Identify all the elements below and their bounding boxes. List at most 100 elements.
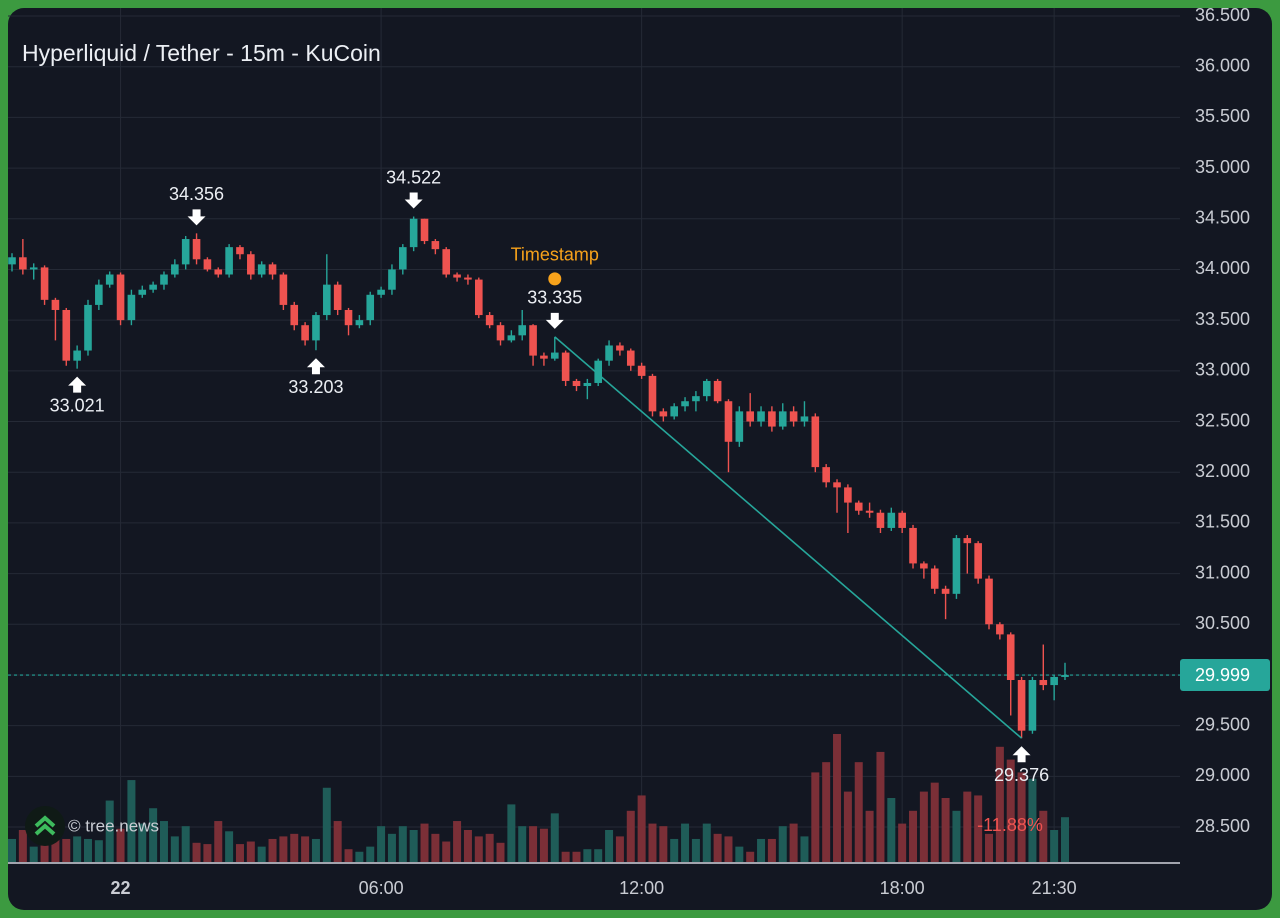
volume-bar — [453, 821, 462, 862]
candle-body — [540, 355, 548, 359]
volume-bar — [40, 836, 49, 862]
candle-body — [844, 487, 852, 503]
candle-body — [409, 218, 418, 248]
volume-bar — [355, 851, 364, 862]
volume-bar — [605, 830, 614, 862]
volume-bar — [62, 838, 71, 862]
candle-body — [485, 315, 494, 326]
watermark-text: © tree.news — [68, 816, 159, 835]
candle-body — [518, 325, 527, 336]
volume-bar — [778, 826, 787, 862]
volume-bar — [18, 830, 27, 862]
timestamp-label: Timestamp — [511, 245, 599, 265]
candle-body — [605, 345, 613, 361]
candle-body — [854, 502, 863, 511]
y-tick-label: 29.500 — [1195, 714, 1250, 734]
candle-body — [19, 257, 27, 270]
candle-body — [963, 538, 972, 544]
marker-label: 33.203 — [288, 377, 343, 397]
candle-body — [95, 284, 103, 305]
volume-bar — [192, 842, 201, 862]
volume-bar — [442, 841, 451, 862]
volume-bar — [995, 746, 1004, 862]
volume-bar — [83, 838, 92, 862]
candle-body — [702, 380, 711, 397]
candle-body — [203, 259, 212, 270]
y-tick-label: 33.000 — [1195, 360, 1250, 380]
candle-body — [941, 588, 950, 594]
candle-body — [681, 401, 689, 407]
marker-label: 33.021 — [50, 395, 105, 415]
y-tick-label: 30.500 — [1195, 613, 1250, 633]
candle-body — [952, 538, 961, 594]
volume-bar — [952, 810, 961, 862]
candle-body — [214, 269, 223, 275]
volume-bar — [366, 846, 375, 862]
volume-bar — [420, 823, 429, 862]
candle-body — [84, 304, 92, 351]
plot — [8, 216, 1180, 739]
volume-bar — [648, 823, 657, 862]
volume-bar — [431, 833, 440, 862]
marker-arrow — [404, 192, 423, 209]
candle-body — [149, 284, 157, 290]
volume-bar — [507, 804, 516, 862]
candle-body — [550, 352, 559, 359]
marker-label: 34.522 — [386, 167, 441, 187]
watermark: © tree.news — [25, 806, 159, 846]
candle-body — [637, 365, 646, 376]
marker-arrow — [68, 376, 87, 393]
volume-bar — [518, 826, 527, 862]
volume-bar — [681, 823, 690, 862]
x-tick-label: 12:00 — [619, 878, 664, 898]
volume-bar — [214, 821, 223, 862]
volume-bar — [876, 751, 885, 862]
y-tick-label: 33.500 — [1195, 309, 1250, 329]
volume-bar — [626, 810, 635, 862]
candle-body — [442, 249, 451, 275]
volume-bar — [615, 836, 624, 862]
volume-bar — [257, 846, 266, 862]
volume-bar — [496, 842, 505, 862]
volume-bar — [73, 836, 82, 862]
volume-bar — [279, 836, 288, 862]
volume-bar — [735, 846, 744, 862]
candle-body — [1017, 680, 1026, 731]
candle-body — [301, 325, 309, 341]
volume-bar — [865, 810, 874, 862]
volume-bar — [116, 828, 125, 862]
volume-bar — [138, 823, 147, 862]
candle-body — [876, 512, 885, 528]
marker-label: 29.376 — [994, 765, 1049, 785]
candle-body — [420, 218, 429, 242]
volume-bar — [149, 808, 158, 862]
candle-body — [811, 416, 820, 468]
y-tick-label: 28.500 — [1195, 816, 1250, 836]
volume-bar — [529, 826, 538, 862]
candle-body — [464, 277, 472, 280]
candle-body — [692, 396, 700, 402]
volume-pane — [8, 734, 1069, 862]
candle-body — [561, 352, 570, 381]
volume-bar — [539, 828, 548, 862]
volume-bar — [811, 772, 820, 862]
candle-body — [865, 510, 874, 513]
grid — [8, 8, 1180, 862]
volume-bar — [898, 823, 907, 862]
candle-body — [1028, 680, 1037, 731]
volume-bar — [757, 838, 766, 862]
volume-bar — [833, 734, 842, 862]
volume-bar — [485, 833, 494, 862]
y-tick-label: 36.500 — [1195, 5, 1250, 25]
candle-body — [898, 512, 906, 528]
volume-bar — [1017, 772, 1026, 862]
volume-bar — [691, 838, 700, 862]
candle-body — [594, 360, 603, 383]
candle-body — [1039, 680, 1048, 686]
candle-body — [789, 411, 798, 422]
volume-bar — [387, 833, 396, 862]
x-tick-label: 06:00 — [359, 878, 404, 898]
marker-arrow — [545, 312, 564, 329]
